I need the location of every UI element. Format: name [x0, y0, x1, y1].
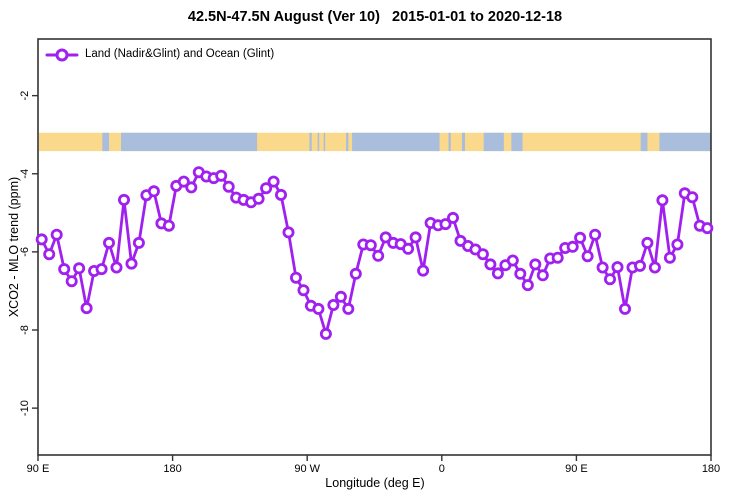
- data-point-marker: [297, 284, 310, 297]
- data-point-marker: [611, 261, 624, 274]
- map-strip-ocean-segment: [323, 132, 326, 152]
- data-point-marker: [222, 180, 235, 193]
- x-axis-label: Longitude (deg E): [325, 476, 425, 490]
- data-point-marker: [701, 222, 714, 235]
- data-point-marker: [282, 226, 295, 239]
- map-strip-ocean-segment: [102, 132, 110, 152]
- data-point-marker: [574, 231, 587, 244]
- map-strip-ocean-segment: [659, 132, 711, 152]
- plot-frame: [37, 38, 712, 456]
- map-strip-ocean-segment: [309, 132, 312, 152]
- x-tick-label: 180: [702, 463, 720, 475]
- map-strip-ocean-segment: [121, 132, 258, 152]
- data-point-marker: [686, 191, 699, 204]
- data-point-marker: [177, 175, 190, 188]
- data-point-marker: [80, 302, 93, 315]
- data-point-marker: [514, 267, 527, 280]
- data-point-marker: [402, 242, 415, 255]
- data-point-marker: [491, 267, 504, 280]
- data-point-marker: [215, 169, 228, 182]
- data-point-marker: [596, 261, 609, 274]
- data-point-marker: [103, 236, 116, 249]
- x-tick-label: 90 W: [294, 463, 320, 475]
- data-point-marker: [536, 269, 549, 282]
- legend-label: Land (Nadir&Glint) and Ocean (Glint): [85, 48, 275, 60]
- data-point-marker: [289, 271, 302, 284]
- map-strip-ocean-segment: [511, 132, 523, 152]
- data-point-marker: [648, 261, 661, 274]
- legend-marker-sample: [55, 48, 69, 62]
- map-strip-ocean-segment: [448, 132, 451, 152]
- data-point-marker: [656, 194, 669, 207]
- data-point-marker: [267, 175, 280, 188]
- data-point-marker: [162, 219, 175, 232]
- y-tick-label: -8: [19, 325, 31, 335]
- data-point-marker: [43, 248, 56, 261]
- map-strip-ocean-segment: [640, 132, 648, 152]
- data-point-marker: [604, 273, 617, 286]
- data-point-marker: [634, 259, 647, 272]
- y-axis-label: XCO2 - MLO trend (ppm): [7, 176, 21, 318]
- data-point-marker: [566, 240, 579, 253]
- data-point-marker: [506, 254, 519, 267]
- map-strip-ocean-segment: [483, 132, 504, 152]
- data-point-marker: [439, 218, 452, 231]
- data-point-marker: [252, 192, 265, 205]
- data-point-marker: [327, 298, 340, 311]
- data-point-marker: [529, 258, 542, 271]
- data-point-marker: [409, 231, 422, 244]
- data-point-marker: [50, 228, 63, 241]
- data-point-marker: [95, 263, 108, 276]
- chart-title: 42.5N-47.5N August (Ver 10) 2015-01-01 t…: [187, 9, 563, 25]
- y-tick-label: -10: [19, 400, 31, 416]
- data-point-marker: [35, 233, 48, 246]
- data-point-marker: [185, 181, 198, 194]
- data-point-marker: [484, 258, 497, 271]
- data-point-marker: [641, 236, 654, 249]
- data-point-marker: [671, 238, 684, 251]
- x-tick-label: 90 E: [565, 463, 588, 475]
- data-point-marker: [73, 262, 86, 275]
- map-strip-ocean-segment: [352, 132, 440, 152]
- data-point-marker: [274, 188, 287, 201]
- data-point-marker: [342, 302, 355, 315]
- data-point-marker: [581, 250, 594, 263]
- data-point-marker: [58, 263, 71, 276]
- data-point-marker: [417, 264, 430, 277]
- data-point-marker: [372, 249, 385, 262]
- data-point-marker: [125, 257, 138, 270]
- data-point-marker: [446, 211, 459, 224]
- data-point-marker: [589, 228, 602, 241]
- data-point-marker: [663, 251, 676, 264]
- data-point-marker: [364, 239, 377, 252]
- data-point-marker: [521, 279, 534, 292]
- map-strip-ocean-segment: [461, 132, 465, 152]
- data-point-marker: [118, 193, 131, 206]
- data-point-marker: [379, 231, 392, 244]
- y-tick-label: -2: [19, 91, 31, 101]
- data-point-marker: [132, 236, 145, 249]
- data-point-marker: [619, 302, 632, 315]
- map-strip-ocean-segment: [317, 132, 320, 152]
- data-point-marker: [551, 251, 564, 264]
- data-point-marker: [319, 327, 332, 340]
- data-point-marker: [334, 290, 347, 303]
- x-tick-label: 90 E: [27, 463, 50, 475]
- data-point-marker: [260, 182, 273, 195]
- data-point-marker: [147, 185, 160, 198]
- data-point-marker: [476, 248, 489, 261]
- map-strip-ocean-segment: [346, 132, 349, 152]
- data-point-marker: [110, 261, 123, 274]
- data-point-marker: [312, 302, 325, 315]
- y-tick-label: -4: [19, 169, 31, 179]
- x-tick-label: 0: [439, 463, 445, 475]
- data-point-marker: [65, 275, 78, 288]
- y-tick-label: -6: [19, 247, 31, 257]
- x-tick-label: 180: [163, 463, 181, 475]
- data-point-marker: [349, 267, 362, 280]
